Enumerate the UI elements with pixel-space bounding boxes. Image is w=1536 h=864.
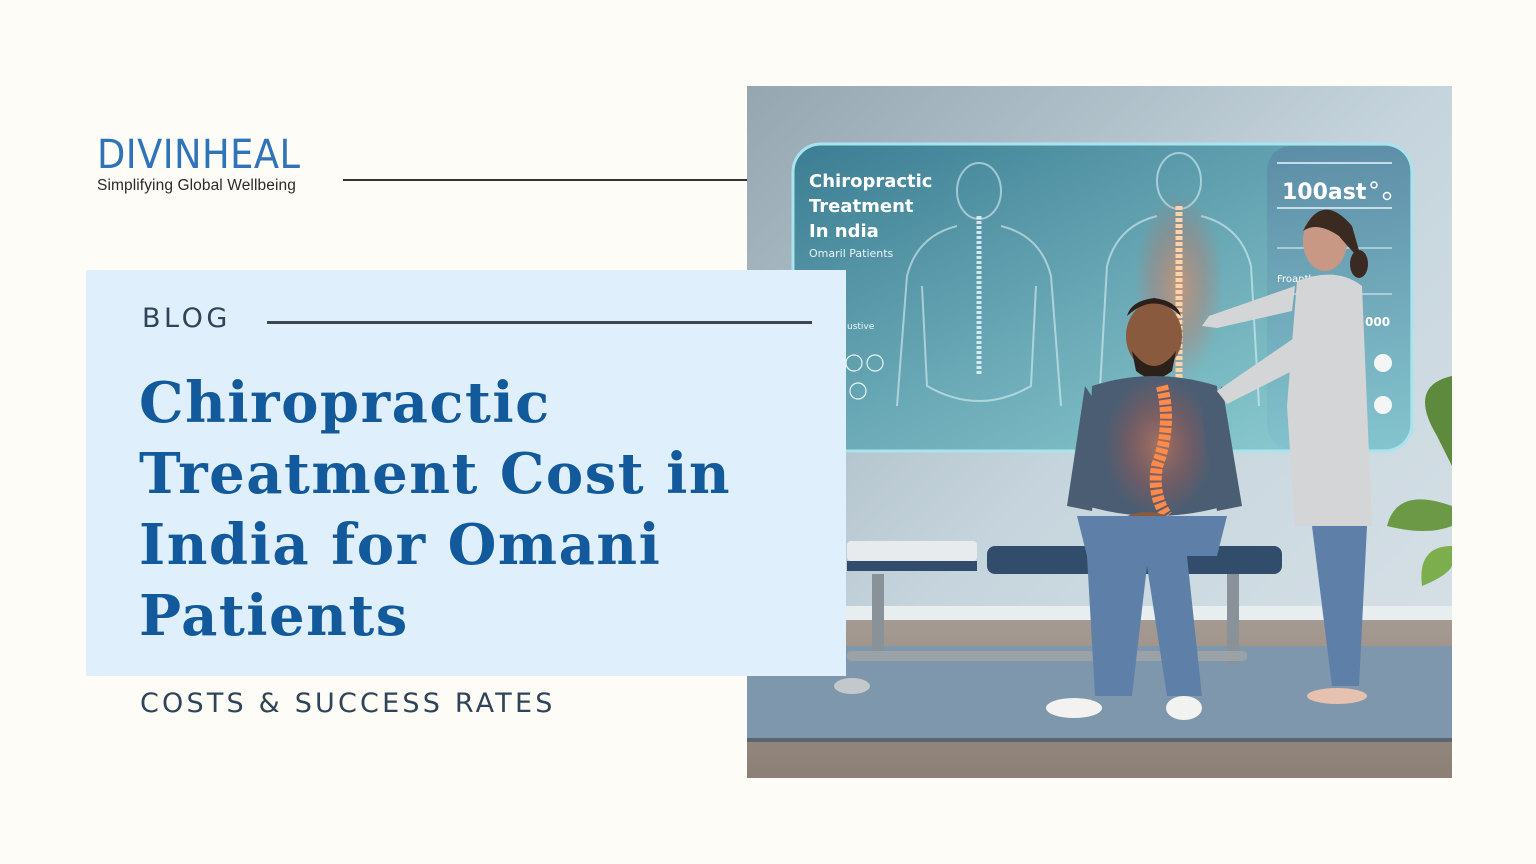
brand-name: DIVINHEAL — [97, 132, 301, 178]
svg-text:Froanth: Froanth — [1277, 274, 1315, 285]
category-label[interactable]: BLOG — [142, 303, 231, 334]
post-title-line: Chiropractic — [139, 370, 551, 436]
category-divider — [267, 321, 812, 324]
title-panel — [86, 270, 846, 676]
post-title-line: India for Omani — [139, 512, 662, 578]
brand-logo[interactable]: DIVINHEAL Simplifying Global Wellbeing — [97, 134, 318, 195]
svg-text:Treatment: Treatment — [809, 196, 914, 217]
post-subtitle: COSTS & SUCCESS RATES — [140, 688, 556, 719]
svg-text:In ndia: In ndia — [809, 221, 879, 242]
post-title-line: Patients — [139, 583, 409, 649]
svg-text:Chiropractic: Chiropractic — [809, 171, 932, 192]
logo-divider — [343, 179, 747, 181]
hero-image: Chiropractic Treatment In ndia Omaril Pa… — [747, 86, 1452, 778]
brand-tagline: Simplifying Global Wellbeing — [97, 177, 296, 194]
post-title-line: Treatment Cost in — [139, 441, 732, 507]
svg-text:ustive: ustive — [847, 322, 875, 332]
svg-text:100ast: 100ast — [1282, 180, 1367, 205]
svg-text:Omaril Patients: Omaril Patients — [809, 247, 894, 260]
post-title: Chiropractic Treatment Cost in India for… — [139, 368, 819, 652]
svg-text:000: 000 — [1365, 315, 1390, 329]
